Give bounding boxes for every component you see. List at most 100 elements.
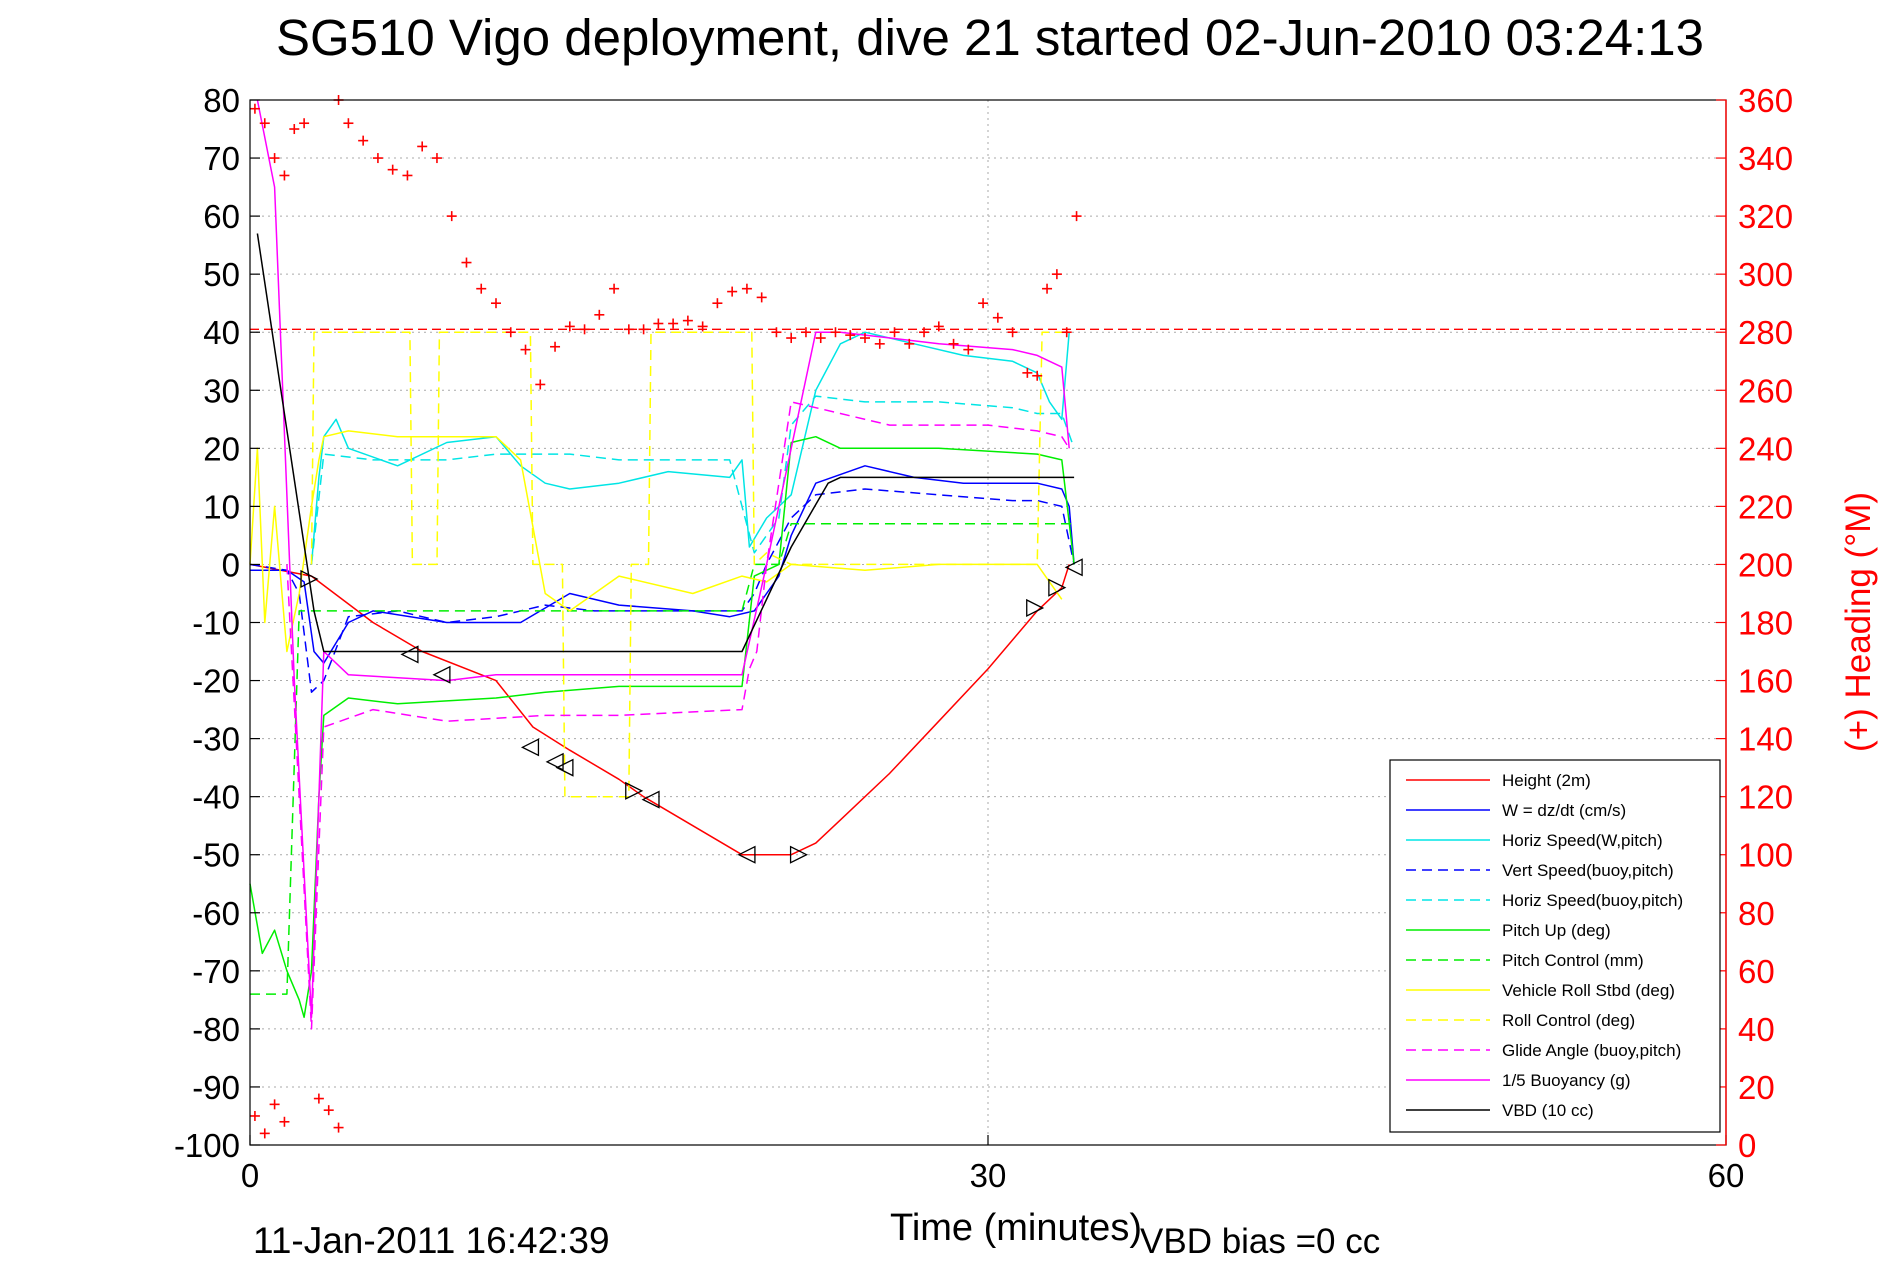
series-line-6: [249, 435, 1075, 1019]
y-tick-label: -20: [192, 663, 240, 700]
y-tick-label: -60: [192, 895, 240, 932]
x-tick-label: 0: [241, 1157, 259, 1194]
y2-tick-label: 100: [1738, 837, 1793, 874]
heading-point: [417, 141, 428, 152]
heading-point: [1051, 269, 1062, 280]
heading-point: [860, 333, 870, 344]
y2-tick-label: 140: [1738, 721, 1793, 758]
heading-point: [550, 341, 561, 352]
heading-point: [933, 321, 944, 332]
heading-point: [299, 118, 310, 129]
y-tick-label: 60: [203, 198, 240, 235]
y-tick-label: 10: [203, 488, 240, 525]
heading-point: [358, 135, 369, 146]
heading-point: [727, 286, 738, 297]
heading-point: [461, 257, 472, 268]
legend-label: Height (2m): [1502, 771, 1591, 790]
y-tick-label: 80: [203, 82, 240, 119]
heading-point: [476, 283, 487, 294]
vehicle-marker: [400, 645, 419, 664]
heading-point: [741, 283, 752, 294]
vehicle-marker: [1064, 558, 1083, 577]
vehicle-marker: [641, 790, 660, 809]
heading-point: [1071, 211, 1082, 222]
y2-tick-label: 20: [1738, 1069, 1775, 1106]
vehicle-marker: [625, 781, 644, 800]
y-tick-label: -30: [192, 721, 240, 758]
heading-point: [1042, 283, 1053, 294]
series-line-12: [256, 233, 1075, 653]
y2-tick-label: 180: [1738, 605, 1793, 642]
y-tick-label: -70: [192, 953, 240, 990]
legend-box: [1389, 759, 1721, 1133]
heading-point: [786, 333, 797, 344]
heading-point: [919, 327, 930, 338]
heading-point: [579, 324, 590, 335]
heading-point: [289, 124, 300, 135]
y2-tick-label: 60: [1738, 953, 1775, 990]
legend-label: W = dz/dt (cm/s): [1502, 801, 1626, 820]
heading-point: [279, 170, 290, 181]
heading-point: [387, 164, 398, 175]
y2-tick-label: 160: [1738, 663, 1793, 700]
heading-point: [668, 318, 679, 329]
y2-tick-label: 120: [1738, 779, 1793, 816]
heading-point: [249, 1110, 260, 1121]
legend-label: Vert Speed(buoy,pitch): [1502, 861, 1674, 880]
heading-point: [756, 292, 767, 303]
y-tick-label: 70: [203, 140, 240, 177]
y2-tick-label: 40: [1738, 1011, 1775, 1048]
vehicle-marker: [789, 845, 809, 864]
heading-point: [904, 338, 915, 349]
y2-axis-label: (+) Heading (°M): [1839, 492, 1878, 752]
heading-point: [431, 153, 442, 164]
y-tick-label: 50: [203, 256, 240, 293]
vehicle-marker: [737, 845, 756, 864]
legend-label: Vehicle Roll Stbd (deg): [1502, 981, 1675, 1000]
y2-tick-label: 80: [1738, 895, 1775, 932]
heading-point: [830, 327, 841, 338]
heading-point: [259, 1128, 270, 1139]
heading-point: [1032, 370, 1043, 381]
series-line-4: [249, 488, 1075, 693]
y-tick-label: -100: [174, 1127, 240, 1164]
legend: Height (2m) W = dz/dt (cm/s) Horiz Speed(W…: [1389, 759, 1721, 1133]
vehicle-marker: [520, 738, 540, 757]
x-axis-label: Time (minutes): [890, 1207, 1142, 1249]
x-tick-label: 60: [1708, 1157, 1745, 1194]
heading-point: [874, 338, 885, 349]
legend-label: Horiz Speed(W,pitch): [1502, 831, 1663, 850]
heading-point: [948, 338, 959, 349]
heading-point: [564, 321, 575, 332]
legend-label: VBD (10 cc): [1502, 1101, 1594, 1120]
y2-tick-label: 260: [1738, 372, 1793, 409]
vehicle-marker: [555, 758, 574, 777]
vehicle-marker: [300, 569, 319, 589]
y-tick-label: 20: [203, 430, 240, 467]
series-line-7: [250, 523, 1075, 995]
y2-tick-label: 300: [1738, 256, 1793, 293]
heading-point: [313, 1093, 324, 1104]
vehicle-marker: [1026, 598, 1045, 618]
y2-tick-label: 240: [1738, 430, 1793, 467]
x-tick-label: 30: [970, 1157, 1007, 1194]
heading-point: [845, 330, 856, 341]
y2-tick-label: 340: [1738, 140, 1793, 177]
heading-point: [712, 298, 723, 309]
heading-point: [446, 211, 457, 222]
heading-point: [1007, 327, 1018, 338]
heading-point: [889, 327, 900, 338]
heading-point: [697, 321, 708, 332]
y-axis-right: 3603403203002802602402202001801601401201…: [1716, 82, 1793, 1164]
heading-point: [771, 327, 782, 338]
series-line-10: [286, 401, 1070, 1030]
heading-point: [269, 1099, 280, 1110]
y-tick-label: 30: [203, 372, 240, 409]
legend-label: Roll Control (deg): [1502, 1011, 1635, 1030]
timestamp-text: 11-Jan-2011 16:42:39: [253, 1220, 610, 1261]
legend-label: Horiz Speed(buoy,pitch): [1502, 891, 1683, 910]
y2-tick-label: 0: [1738, 1127, 1756, 1164]
y-tick-label: -40: [192, 779, 240, 816]
series-line-3: [310, 331, 1070, 565]
